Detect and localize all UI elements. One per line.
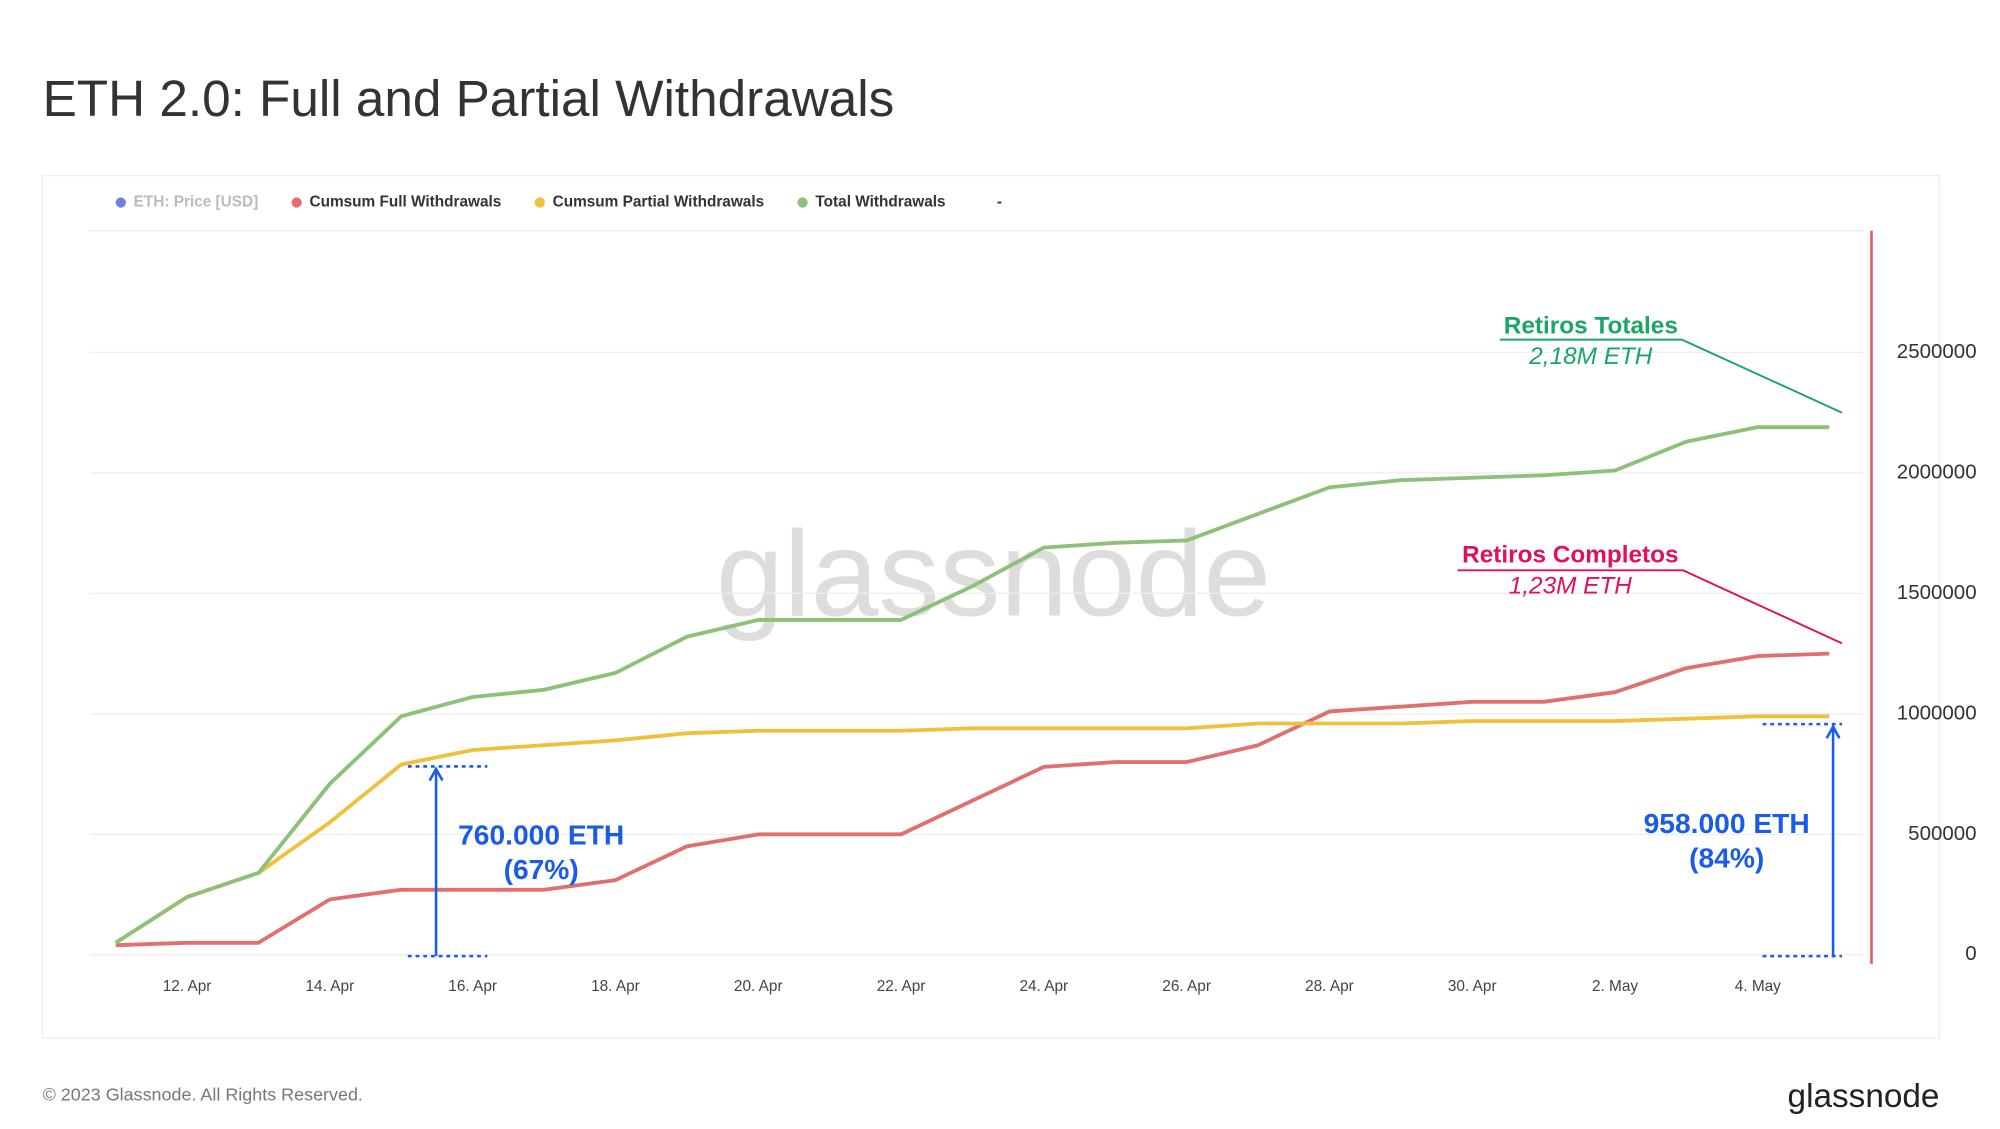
legend-label: Cumsum Partial Withdrawals <box>553 194 765 211</box>
annotation-title: Retiros Completos <box>1462 542 1678 569</box>
series-line <box>114 714 1830 945</box>
legend-marker <box>534 197 545 208</box>
x-tick-label: 14. Apr <box>306 978 355 995</box>
y-tick-label: 500000 <box>1908 822 1976 845</box>
legend-label: - <box>997 194 1002 211</box>
x-tick-label: 4. May <box>1735 978 1781 995</box>
legend-label: Total Withdrawals <box>815 194 945 211</box>
logo: glassnode <box>1788 1078 1940 1115</box>
annotation-text: (84%) <box>1689 841 1764 873</box>
series-line <box>115 651 1830 948</box>
x-tick-label: 30. Apr <box>1448 978 1497 995</box>
series-line <box>114 425 1830 945</box>
legend-marker <box>291 197 302 208</box>
legend-label: ETH: Price [USD] <box>134 194 259 211</box>
annotation-text: (67%) <box>504 853 579 885</box>
annotation-arrowhead <box>428 766 444 782</box>
y-tick-label: 2000000 <box>1897 460 1977 483</box>
y-tick-label: 1000000 <box>1897 701 1977 724</box>
legend-marker <box>797 197 808 208</box>
x-tick-label: 24. Apr <box>1019 978 1068 995</box>
annotation-title: 958.000 ETH <box>1644 807 1810 839</box>
annotation-arrowhead <box>1825 724 1841 739</box>
y-tick-label: 1500000 <box>1897 581 1977 604</box>
annotation-text: 2,18M ETH <box>1528 343 1653 370</box>
annotation-title: Retiros Totales <box>1504 312 1678 339</box>
legend-label: Cumsum Full Withdrawals <box>309 194 501 211</box>
x-tick-label: 16. Apr <box>448 978 497 995</box>
x-tick-label: 22. Apr <box>877 978 926 995</box>
x-tick-label: 12. Apr <box>163 978 212 995</box>
x-tick-label: 18. Apr <box>591 978 640 995</box>
annotation-leader <box>1457 569 1843 645</box>
x-tick-label: 28. Apr <box>1305 978 1354 995</box>
x-tick-label: 20. Apr <box>734 978 783 995</box>
y-tick-label: 2500000 <box>1897 340 1977 363</box>
annotation-leader <box>1499 338 1843 414</box>
annotation-title: 760.000 ETH <box>458 818 624 850</box>
x-tick-label: 2. May <box>1592 978 1638 995</box>
y-tick-label: 0 <box>1965 942 1976 965</box>
footer: © 2023 Glassnode. All Rights Reserved. <box>43 1085 363 1105</box>
chart-title: ETH 2.0: Full and Partial Withdrawals <box>43 70 895 127</box>
legend-marker <box>115 197 126 208</box>
annotation-text: 1,23M ETH <box>1509 572 1633 599</box>
x-tick-label: 26. Apr <box>1162 978 1211 995</box>
